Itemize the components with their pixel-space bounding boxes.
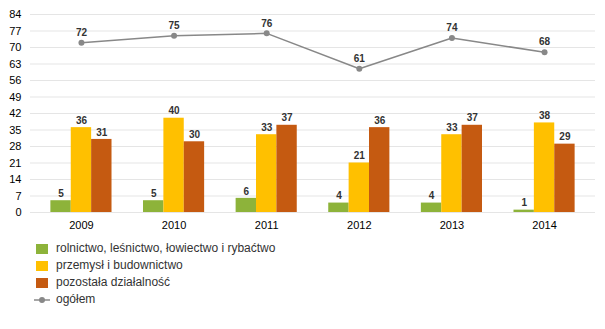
svg-text:4: 4 [429,190,435,201]
html-text:rolnictwo, leśnictwo, łowiectw: rolnictwo, leśnictwo, łowiectwo i rybaćt… [56,241,276,255]
html-text:pozostała działalność: pozostała działalność [56,275,171,289]
svg-text:70: 70 [9,41,21,53]
svg-text:14: 14 [9,173,21,185]
svg-text:2009: 2009 [69,219,93,231]
svg-text:75: 75 [169,20,181,31]
svg-text:40: 40 [169,105,181,116]
svg-text:37: 37 [467,112,479,123]
svg-text:1: 1 [521,197,527,208]
svg-text:61: 61 [354,53,366,64]
svg-text:72: 72 [76,27,88,38]
svg-text:77: 77 [9,25,21,37]
svg-text:2013: 2013 [440,219,464,231]
svg-text:33: 33 [261,122,273,133]
html-text:przemysł i budownictwo: przemysł i budownictwo [56,258,183,272]
svg-text:38: 38 [539,110,551,121]
svg-text:56: 56 [9,74,21,86]
svg-text:2011: 2011 [255,219,279,231]
svg-text:0: 0 [15,206,21,218]
svg-text:49: 49 [9,91,21,103]
svg-text:21: 21 [9,157,21,169]
svg-text:36: 36 [76,115,88,126]
svg-text:68: 68 [539,36,551,47]
svg-text:35: 35 [9,124,21,136]
svg-text:4: 4 [336,190,342,201]
html-text:ogółem: ogółem [56,292,96,306]
svg-text:63: 63 [9,58,21,70]
svg-text:5: 5 [151,188,157,199]
svg-text:29: 29 [559,131,571,142]
svg-text:76: 76 [261,18,273,29]
svg-text:30: 30 [189,129,201,140]
svg-text:84: 84 [9,8,21,20]
svg-text:36: 36 [374,115,386,126]
svg-text:28: 28 [9,140,21,152]
svg-text:2010: 2010 [162,219,186,231]
svg-text:2012: 2012 [347,219,371,231]
svg-text:5: 5 [58,188,64,199]
svg-text:6: 6 [244,186,250,197]
svg-text:2014: 2014 [532,219,556,231]
svg-text:74: 74 [446,22,458,33]
svg-text:31: 31 [96,127,108,138]
svg-text:37: 37 [282,112,294,123]
svg-text:21: 21 [354,150,366,161]
svg-text:7: 7 [15,190,21,202]
svg-text:33: 33 [446,122,458,133]
svg-text:42: 42 [9,107,21,119]
